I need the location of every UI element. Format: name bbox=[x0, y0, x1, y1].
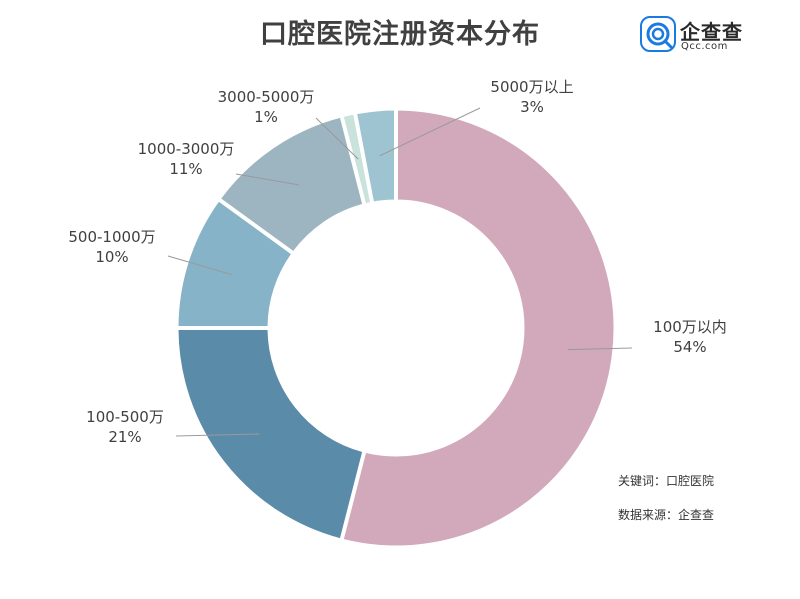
slice-category-label-2: 100-500万 bbox=[86, 408, 164, 426]
keyword-value: 口腔医院 bbox=[666, 474, 715, 488]
slice-category-label-4: 1000-3000万 bbox=[138, 140, 235, 158]
leader-line-4 bbox=[235, 173, 299, 186]
slice-value-label-5: 1% bbox=[254, 108, 278, 126]
keyword-label: 关键词： bbox=[618, 474, 667, 488]
slice-labels: 100万以内 54% 100-500万 21% 500-1000万 10% 1000-300… bbox=[68, 78, 726, 446]
slice-category-label-6: 5000万以上 bbox=[490, 78, 573, 96]
slice-category-label-3: 500-1000万 bbox=[68, 228, 155, 246]
source-note: 数据来源：企查查 bbox=[618, 506, 714, 523]
slice-value-label-2: 21% bbox=[108, 428, 141, 446]
slice-category-label-1: 100万以内 bbox=[653, 318, 727, 336]
logo-domain: Qcc.com bbox=[681, 41, 728, 52]
donut-slice-3 bbox=[177, 200, 293, 327]
leader-lines bbox=[167, 107, 633, 437]
leader-line-1 bbox=[567, 347, 633, 351]
keyword-note: 关键词：口腔医院 bbox=[618, 472, 714, 489]
donut-slice-5 bbox=[342, 113, 372, 205]
donut-slice-1 bbox=[342, 109, 615, 547]
logo-name: 企查查 bbox=[680, 20, 743, 44]
source-value: 企查查 bbox=[678, 508, 715, 522]
slice-value-label-3: 10% bbox=[95, 248, 128, 266]
donut-slice-4 bbox=[219, 116, 364, 253]
donut-slices bbox=[177, 109, 615, 547]
donut-slice-6 bbox=[356, 109, 395, 203]
slice-value-label-6: 3% bbox=[520, 98, 544, 116]
slice-value-label-1: 54% bbox=[673, 338, 706, 356]
logo: 企查查 Qcc.com bbox=[640, 16, 790, 56]
leader-line-3 bbox=[167, 255, 232, 276]
slice-category-label-5: 3000-5000万 bbox=[218, 88, 315, 106]
donut-slice-2 bbox=[177, 329, 364, 540]
qcc-logo-icon bbox=[640, 16, 676, 52]
chart-title: 口腔医院注册资本分布 bbox=[260, 19, 540, 50]
leader-line-6 bbox=[379, 107, 481, 157]
leader-line-2 bbox=[175, 433, 260, 437]
leader-line-5 bbox=[315, 117, 359, 160]
slice-value-label-4: 11% bbox=[169, 160, 202, 178]
source-label: 数据来源： bbox=[618, 508, 679, 522]
